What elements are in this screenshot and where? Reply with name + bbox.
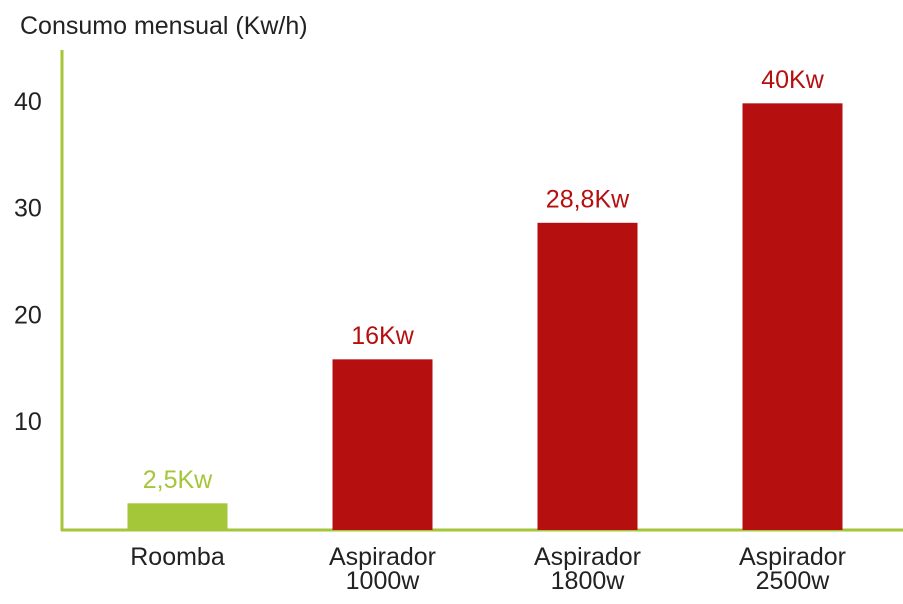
value-label: 16Kw [351,322,414,350]
bar [537,222,638,531]
y-tick-label: 10 [14,408,42,436]
x-tick-label: Roomba [130,543,225,571]
y-tick-label: 20 [14,301,42,329]
x-tick-label: Aspirador 2500w [739,543,846,595]
bar [742,103,843,530]
value-label: 28,8Kw [546,185,630,213]
value-label: 2,5Kw [143,466,213,494]
x-tick-label: Aspirador 1000w [329,543,436,595]
y-tick-label: 30 [14,195,42,223]
bar [332,359,433,530]
chart-title: Consumo mensual (Kw/h) [20,12,308,40]
y-tick-label: 40 [14,88,42,116]
x-tick-label: Aspirador 1800w [534,543,641,595]
bar [127,503,228,530]
value-label: 40Kw [761,66,824,94]
